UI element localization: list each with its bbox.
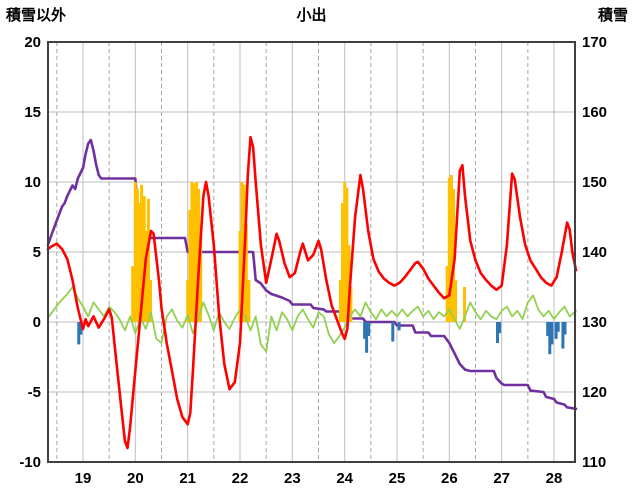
svg-text:5: 5	[33, 244, 41, 261]
chart-title: 小出	[296, 7, 327, 24]
svg-text:160: 160	[582, 104, 607, 121]
svg-text:25: 25	[389, 470, 406, 487]
svg-text:27: 27	[493, 470, 510, 487]
svg-text:20: 20	[24, 34, 41, 51]
svg-text:0: 0	[33, 314, 41, 331]
svg-text:24: 24	[336, 470, 353, 487]
right-axis-title: 積雪	[597, 7, 628, 24]
svg-text:140: 140	[582, 244, 607, 261]
svg-text:120: 120	[582, 384, 607, 401]
svg-text:22: 22	[232, 470, 249, 487]
svg-text:-10: -10	[19, 454, 41, 471]
svg-text:150: 150	[582, 174, 607, 191]
svg-text:130: 130	[582, 314, 607, 331]
svg-text:21: 21	[179, 470, 196, 487]
svg-text:10: 10	[24, 174, 41, 191]
svg-text:19: 19	[75, 470, 92, 487]
svg-text:170: 170	[582, 34, 607, 51]
svg-text:23: 23	[284, 470, 301, 487]
svg-text:15: 15	[24, 104, 41, 121]
svg-text:20: 20	[127, 470, 144, 487]
svg-text:110: 110	[582, 454, 606, 471]
svg-text:26: 26	[441, 470, 458, 487]
svg-text:-5: -5	[28, 384, 41, 401]
svg-text:28: 28	[546, 470, 563, 487]
left-axis-title: 積雪以外	[6, 7, 67, 24]
